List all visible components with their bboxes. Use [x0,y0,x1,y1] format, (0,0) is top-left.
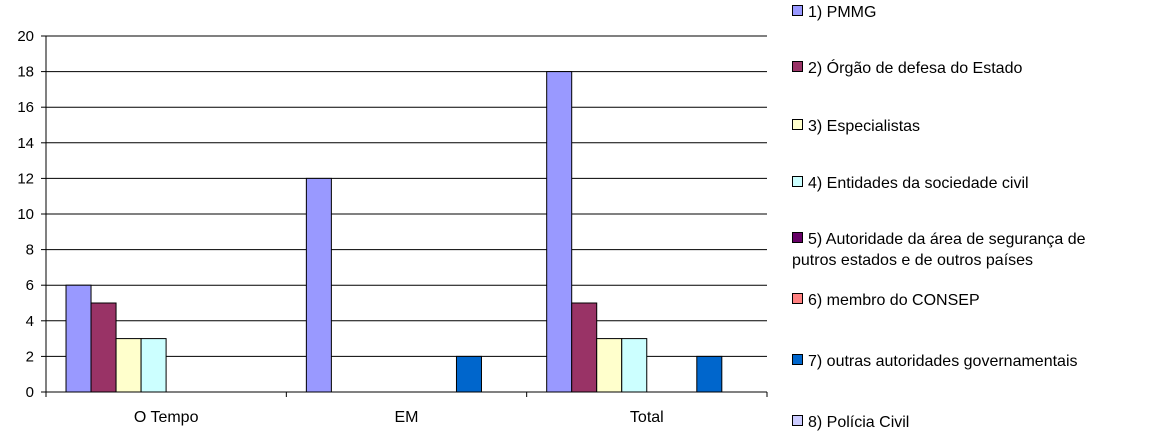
bar [90,302,117,393]
legend-item: 7) outras autoridades governamentais [792,351,1078,372]
legend-item: 6) membro do CONSEP [792,290,980,311]
y-tick-labels: 0 2 4 6 8 10 12 14 16 18 20 [17,28,34,401]
legend-swatch [792,232,803,243]
legend-label: 6) membro do CONSEP [808,292,980,309]
legend-label: 1) PMMG [808,4,877,21]
legend-swatch [792,415,803,426]
bar [305,177,332,393]
legend-item: 1) PMMG [792,2,876,23]
legend-item: 5) Autoridade da área de segurança de [792,229,1086,250]
y-tick-label: 18 [17,64,34,81]
x-category-label: O Tempo [134,409,199,426]
y-tick-label: 2 [26,348,34,365]
bar-chart: 0 2 4 6 8 10 12 14 16 18 20 O Tempo EM Total [17,28,768,426]
y-tick-label: 16 [17,99,34,116]
legend-swatch [792,354,803,365]
y-tick-label: 0 [26,384,34,401]
y-tick-label: 8 [26,242,34,259]
legend-item: 2) Órgão de defesa do Estado [792,58,1022,79]
x-category-label: Total [630,409,664,426]
y-tick-label: 10 [17,206,34,223]
y-tick-label: 6 [26,277,34,294]
legend-label-continuation: putros estados e de outros países [792,252,1034,269]
bar [115,338,142,393]
legend-swatch [792,176,803,187]
legend-swatch [792,119,803,130]
y-tick-label: 4 [26,313,34,330]
legend-item: 3) Especialistas [792,116,920,137]
bar [596,338,623,393]
bar [65,284,92,393]
x-category-labels: O Tempo EM Total [134,409,664,426]
legend-label: 5) Autoridade da área de segurança de [808,231,1086,248]
bar [696,355,723,393]
bar [546,71,573,393]
bar [455,355,482,393]
legend-label: 2) Órgão de defesa do Estado [808,60,1023,77]
legend: 1) PMMG 2) Órgão de defesa do Estado 3) Es… [792,0,1174,439]
legend-item: 8) Polícia Civil [792,412,909,433]
legend-label: 8) Polícia Civil [808,414,910,431]
legend-swatch [792,293,803,304]
legend-swatch [792,61,803,72]
bar [621,338,648,393]
bar [140,338,167,393]
y-tick-label: 12 [17,170,34,187]
legend-label: 7) outras autoridades governamentais [808,353,1078,370]
bar [571,302,598,393]
y-tick-label: 14 [17,135,34,152]
legend-item: 4) Entidades da sociedade civil [792,173,1029,194]
legend-label: 3) Especialistas [808,118,921,135]
legend-swatch [792,5,803,16]
x-category-label: EM [395,409,419,426]
bars [65,71,723,393]
legend-label: 4) Entidades da sociedade civil [808,175,1029,192]
y-tick-label: 20 [17,28,34,45]
gridlines [46,35,767,357]
axes [41,35,768,397]
